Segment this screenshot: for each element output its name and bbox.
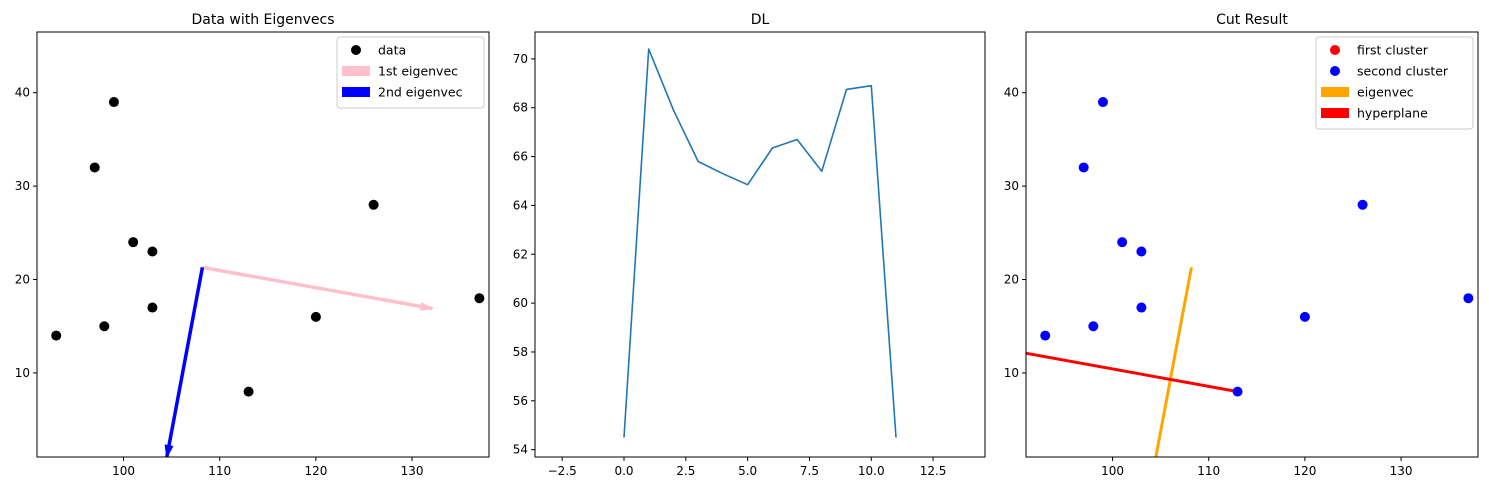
x-tick-label: 2.5 bbox=[676, 464, 695, 478]
data-point bbox=[1088, 321, 1099, 332]
legend-label: hyperplane bbox=[1357, 106, 1428, 121]
legend: first cluster second cluster eigenvec hyper… bbox=[1315, 36, 1474, 130]
eigenvec-arrow bbox=[165, 267, 205, 457]
legend-patch bbox=[342, 87, 370, 97]
y-tick-label: 30 bbox=[15, 179, 30, 193]
y-tick-label: 40 bbox=[15, 86, 30, 100]
legend: data 1st eigenvec 2nd eigenvec bbox=[336, 36, 485, 109]
y-tick-label: 30 bbox=[1004, 179, 1019, 193]
legend-label: eigenvec bbox=[1357, 85, 1414, 100]
y-tick-label: 66 bbox=[513, 150, 528, 164]
legend-box bbox=[336, 36, 485, 109]
axes-frame bbox=[534, 31, 986, 458]
y-tick-label: 62 bbox=[513, 247, 528, 261]
x-tick-label: 100 bbox=[1101, 464, 1124, 478]
x-tick-label: 7.5 bbox=[800, 464, 819, 478]
chart-title: Cut Result bbox=[1216, 12, 1288, 28]
overlay-line bbox=[1026, 351, 1238, 394]
data-point bbox=[474, 293, 485, 304]
x-tick-label: 100 bbox=[112, 464, 135, 478]
data-point bbox=[1463, 293, 1474, 304]
data-point bbox=[1232, 386, 1243, 397]
chart-title: DL bbox=[751, 12, 770, 28]
x-tick-label: 0.0 bbox=[614, 464, 633, 478]
x-tick-label: 110 bbox=[208, 464, 231, 478]
legend-marker bbox=[1330, 45, 1340, 55]
y-tick-label: 68 bbox=[513, 101, 528, 115]
legend-patch bbox=[1321, 108, 1349, 118]
data-point bbox=[128, 237, 139, 248]
data-point bbox=[147, 246, 158, 257]
overlay-line bbox=[1154, 267, 1193, 457]
x-tick-label: 5.0 bbox=[738, 464, 757, 478]
data-point bbox=[89, 162, 100, 173]
plot-area bbox=[623, 48, 897, 438]
y-tick-label: 70 bbox=[513, 52, 528, 66]
axes-frame bbox=[1025, 31, 1479, 458]
data-point bbox=[108, 97, 119, 108]
legend-label: second cluster bbox=[1357, 64, 1449, 79]
x-tick-label: 130 bbox=[401, 464, 424, 478]
y-tick-label: 20 bbox=[15, 273, 30, 287]
data-point bbox=[243, 386, 254, 397]
data-point bbox=[1097, 97, 1108, 108]
x-tick-label: 120 bbox=[304, 464, 327, 478]
data-point bbox=[368, 199, 379, 210]
series-line bbox=[623, 48, 897, 438]
legend-label: 1st eigenvec bbox=[378, 64, 458, 79]
y-tick-label: 56 bbox=[513, 394, 528, 408]
x-tick-label: 110 bbox=[1197, 464, 1220, 478]
eigenvec-arrow-head bbox=[419, 301, 435, 311]
data-point bbox=[1117, 237, 1128, 248]
data-point bbox=[1299, 311, 1310, 322]
eigenvec-arrow-head bbox=[164, 444, 174, 457]
data-point bbox=[1136, 246, 1147, 257]
x-tick-label: 12.5 bbox=[920, 464, 947, 478]
y-tick-label: 58 bbox=[513, 345, 528, 359]
plot-area bbox=[51, 97, 485, 457]
eigenvec-arrow bbox=[202, 265, 433, 311]
x-tick-label: 120 bbox=[1293, 464, 1316, 478]
legend-label: 2nd eigenvec bbox=[378, 85, 463, 100]
panel-dl: DL −2.5 0.0 2.5 5.0 7.5 10.0 12.5 54 56 58 60 62 64 66… bbox=[513, 12, 986, 478]
data-point bbox=[1136, 302, 1147, 313]
panel-cut-result: Cut Result 100 110 120 130 10 20 30 40 first clus… bbox=[1004, 12, 1479, 478]
legend-box bbox=[1315, 36, 1474, 130]
data-point bbox=[1040, 330, 1051, 341]
plot-area bbox=[1026, 97, 1474, 457]
data-point bbox=[1078, 162, 1089, 173]
legend-patch bbox=[1321, 87, 1349, 97]
x-tick-label: 10.0 bbox=[858, 464, 885, 478]
legend-label: first cluster bbox=[1357, 43, 1429, 58]
y-tick-label: 64 bbox=[513, 198, 528, 212]
axes-frame bbox=[36, 31, 490, 458]
data-point bbox=[310, 311, 321, 322]
legend-marker bbox=[1330, 66, 1340, 76]
panel-eigenvecs: Data with Eigenvecs 100 110 120 130 10 20 30 40 d… bbox=[15, 12, 490, 478]
data-point bbox=[147, 302, 158, 313]
x-tick-label: 130 bbox=[1390, 464, 1413, 478]
data-point bbox=[51, 330, 62, 341]
y-tick-label: 54 bbox=[513, 443, 528, 457]
x-tick-label: −2.5 bbox=[548, 464, 577, 478]
y-tick-label: 60 bbox=[513, 296, 528, 310]
data-point bbox=[99, 321, 110, 332]
y-tick-label: 10 bbox=[15, 366, 30, 380]
legend-label: data bbox=[378, 43, 406, 58]
y-tick-label: 10 bbox=[1004, 366, 1019, 380]
legend-patch bbox=[342, 66, 370, 76]
y-tick-label: 40 bbox=[1004, 86, 1019, 100]
data-point bbox=[1357, 199, 1368, 210]
y-tick-label: 20 bbox=[1004, 273, 1019, 287]
chart-title: Data with Eigenvecs bbox=[191, 12, 334, 28]
legend-marker bbox=[351, 45, 361, 55]
